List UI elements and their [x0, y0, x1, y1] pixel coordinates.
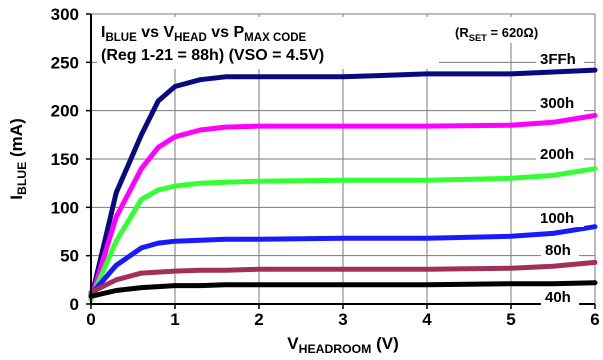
title-bg — [97, 17, 439, 69]
series-label-200h: 200h — [540, 146, 574, 163]
series-label-40h: 40h — [545, 289, 571, 306]
y-tick-label: 300 — [51, 5, 79, 24]
x-tick-label: 3 — [338, 310, 347, 329]
y-axis-label: IBLUE (mA) — [7, 118, 29, 200]
series-line-40h — [88, 280, 598, 299]
y-tick-label: 100 — [51, 198, 79, 217]
x-tick-label: 0 — [86, 310, 95, 329]
y-tick-label: 150 — [51, 150, 79, 169]
x-tick-label: 1 — [170, 310, 179, 329]
series-label-3FFh: 3FFh — [540, 51, 576, 68]
chart-texts: IBLUE vs VHEAD vs PMAX CODE (Reg 1-21 = 8… — [7, 17, 589, 356]
x-tick-label: 2 — [254, 310, 263, 329]
series-label-bg — [536, 209, 584, 227]
series-label-100h: 100h — [540, 210, 574, 227]
series-line-300h — [88, 113, 598, 302]
annotation-bg — [443, 17, 589, 43]
series-label-bg — [541, 241, 579, 259]
series-lines — [88, 67, 598, 302]
x-tick-label: 6 — [590, 310, 599, 329]
y-tick-label: 200 — [51, 102, 79, 121]
y-tick-label: 50 — [60, 247, 79, 266]
series-label-300h: 300h — [540, 95, 574, 112]
rset-annotation: (RSET = 620Ω) — [455, 25, 538, 43]
y-tick-label: 250 — [51, 53, 79, 72]
chart-subtitle: (Reg 1-21 = 88h) (VSO = 4.5V) — [101, 47, 324, 64]
y-tick-label: 0 — [70, 295, 79, 314]
series-labels: 3FFh 300h 200h 100h 80h 40h — [536, 50, 584, 306]
series-line-200h — [88, 166, 598, 302]
series-label-80h: 80h — [545, 242, 571, 259]
x-tick-label: 5 — [506, 310, 515, 329]
series-label-bg — [536, 145, 584, 163]
series-label-bg — [536, 50, 584, 68]
chart-title: IBLUE vs VHEAD vs PMAX CODE — [101, 24, 307, 44]
series-line-100h — [88, 224, 598, 297]
series-label-bg — [536, 94, 584, 112]
axes — [86, 13, 596, 309]
x-tick-label: 4 — [422, 310, 432, 329]
tick-labels: 0 1 2 3 4 5 6 0 50 100 150 200 250 300 — [51, 5, 600, 329]
series-label-bg — [541, 288, 579, 306]
x-axis-label: VHEADROOM (V) — [287, 334, 398, 356]
series-line-3FFh — [88, 67, 598, 302]
series-line-80h — [88, 259, 598, 295]
